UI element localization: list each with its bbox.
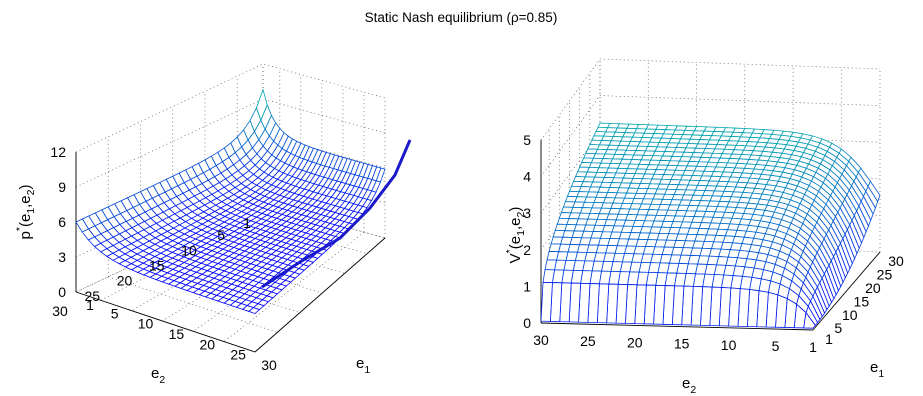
right-e2-tick: 25 xyxy=(580,333,596,349)
left-z-tick: 3 xyxy=(58,249,66,265)
left-e2-tick: 20 xyxy=(117,273,133,289)
right-e2-tick: 10 xyxy=(721,337,737,353)
left-price-surface xyxy=(75,88,386,314)
right-z-tick: 4 xyxy=(523,169,531,185)
right-e1-tick: 30 xyxy=(888,253,904,269)
figure-title: Static Nash equilibrium (ρ=0.85) xyxy=(365,10,558,25)
left-z-axis-label: p*(e1,e2) xyxy=(14,185,37,240)
left-e2-tick: 25 xyxy=(84,288,100,304)
right-e2-tick: 1 xyxy=(809,339,817,355)
left-e2-axis-label: e2 xyxy=(151,365,165,386)
left-e1-tick: 25 xyxy=(230,347,246,363)
right-z-tick: 5 xyxy=(523,132,531,148)
right-e1-tick: 15 xyxy=(854,293,870,309)
right-e2-tick: 15 xyxy=(674,336,690,352)
right-e1-tick: 5 xyxy=(834,320,842,336)
right-e2-tick: 30 xyxy=(533,332,549,348)
left-z-tick: 12 xyxy=(50,144,66,160)
left-e2-tick: 1 xyxy=(243,215,251,231)
right-z-tick: 0 xyxy=(523,315,531,331)
left-z-tick: 9 xyxy=(58,179,66,195)
right-value-surface xyxy=(540,122,881,329)
left-e1-tick: 30 xyxy=(261,357,277,373)
left-e1-tick: 10 xyxy=(138,316,154,332)
left-e2-tick: 10 xyxy=(181,242,197,258)
right-axes-box xyxy=(540,58,881,331)
left-e2-tick: 30 xyxy=(52,303,68,319)
right-e1-tick: 25 xyxy=(877,266,893,282)
left-e2-tick: 15 xyxy=(149,257,165,273)
left-z-tick: 0 xyxy=(58,284,66,300)
right-e2-tick: 5 xyxy=(772,338,780,354)
right-z-axis-label: V*(e1,e2) xyxy=(504,207,527,264)
left-z-tick: 6 xyxy=(58,214,66,230)
right-e1-tick: 1 xyxy=(825,331,833,347)
left-e1-tick: 20 xyxy=(199,336,215,352)
left-e1-axis-label: e1 xyxy=(356,355,370,376)
right-e2-axis-label: e2 xyxy=(682,375,696,396)
right-e1-tick: 10 xyxy=(842,307,858,323)
left-equilibrium-curve xyxy=(261,139,412,289)
left-e1-tick: 15 xyxy=(169,326,185,342)
left-e2-tick: 5 xyxy=(217,227,225,243)
right-e1-axis-label: e1 xyxy=(870,359,884,380)
left-e1-tick: 5 xyxy=(111,305,119,321)
right-e1-tick: 20 xyxy=(865,280,881,296)
left-e1-tick: 1 xyxy=(86,297,94,313)
right-z-tick: 1 xyxy=(523,278,531,294)
right-e2-tick: 20 xyxy=(627,334,643,350)
right-z-tick: 2 xyxy=(523,242,531,258)
right-z-tick: 3 xyxy=(523,205,531,221)
